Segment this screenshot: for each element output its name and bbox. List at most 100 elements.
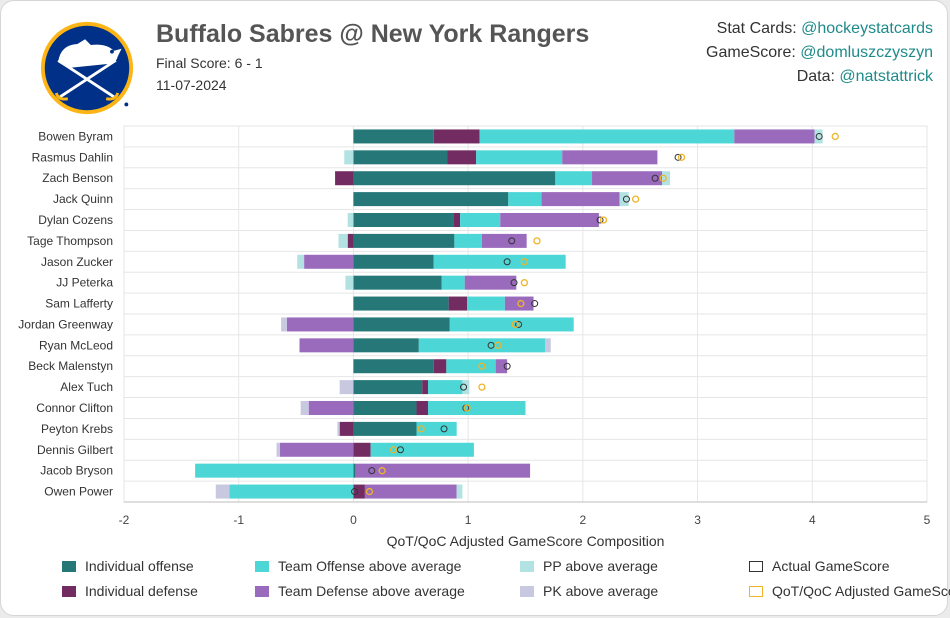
adjusted-gamescore-point (478, 362, 486, 370)
bar-segment-pp (456, 484, 463, 499)
game-title: Buffalo Sabres @ New York Rangers (156, 20, 590, 48)
credit-link[interactable]: @natstattrick (839, 68, 933, 85)
legend-item: Team Defense above average (255, 583, 465, 599)
player-label: Sam Lafferty (45, 297, 113, 311)
legend-swatch (62, 585, 76, 597)
bar-segment-indiv-def (448, 296, 467, 311)
player-label: Dennis Gilbert (37, 443, 114, 457)
actual-gamescore-point (815, 132, 823, 140)
legend-swatch (749, 585, 763, 597)
player-label: Jason Zucker (41, 255, 113, 269)
actual-gamescore-point (460, 383, 468, 391)
adjusted-gamescore-point (520, 279, 529, 287)
actual-gamescore-point (515, 320, 523, 328)
credit-link[interactable]: @hockeystatcards (801, 20, 933, 37)
bar-segment-indiv-def (422, 380, 428, 395)
bar-segment-team-off (466, 296, 505, 311)
bar-segment-pp (338, 233, 348, 248)
bar-segment-team-off (555, 171, 593, 186)
bar-segment-indiv-off (353, 129, 434, 144)
bar-segment-indiv-off (353, 254, 434, 269)
adjusted-gamescore-point (463, 404, 471, 412)
bar-segment-pp (462, 380, 470, 395)
x-tick-label: 0 (350, 513, 357, 527)
adjusted-gamescore-point (365, 487, 374, 496)
player-label: Peyton Krebs (41, 422, 113, 436)
adjusted-gamescore-point (494, 341, 502, 349)
bar-segment-team-def (464, 275, 517, 290)
bar-segment-team-def (308, 401, 354, 415)
actual-gamescore-point (622, 195, 630, 203)
legend-item: Team Offense above average (255, 558, 461, 574)
adjusted-gamescore-point (677, 153, 686, 161)
bar-segment-indiv-off (353, 421, 417, 436)
bar-segment-team-off (454, 233, 482, 248)
bar-segment-pp (344, 150, 354, 165)
player-label: Owen Power (44, 485, 113, 499)
bar-segment-pk (276, 442, 281, 457)
credit-gamescore: GameScore: @domluszczyszyn (706, 44, 933, 61)
bar-segment-indiv-off (353, 359, 434, 374)
bar-segment-pk (300, 401, 309, 415)
bar-segment-team-off (508, 192, 542, 207)
bar-segment-pp (297, 254, 305, 269)
x-tick-label: 1 (465, 513, 472, 527)
x-tick-label: 3 (694, 513, 701, 527)
bar-segment-indiv-off (353, 338, 419, 353)
bar-segment-team-off (370, 442, 474, 457)
bar-segment-indiv-off (353, 463, 356, 478)
adjusted-gamescore-point (599, 216, 608, 224)
player-label: Beck Malenstyn (28, 359, 113, 373)
credit-link[interactable]: @domluszczyszyn (800, 44, 933, 61)
actual-gamescore-point (503, 362, 511, 370)
legend-label: PP above average (543, 558, 658, 574)
legend-item: Individual defense (62, 583, 198, 599)
bar-segment-team-def (280, 442, 354, 457)
actual-gamescore-point (596, 216, 604, 224)
adjusted-gamescore-point (378, 467, 386, 475)
actual-gamescore-point (440, 425, 448, 433)
final-score: Final Score: 6 - 1 (156, 55, 263, 71)
legend-label: Actual GameScore (772, 558, 890, 574)
legend-label: Individual offense (85, 558, 194, 574)
bar-segment-team-off (418, 338, 546, 353)
bar-segment-team-off (446, 359, 496, 374)
legend-label: Team Offense above average (278, 558, 462, 574)
legend-swatch (749, 560, 763, 572)
adjusted-gamescore-point (517, 299, 525, 308)
legend-label: Individual defense (85, 583, 198, 599)
bar-segment-team-def (355, 463, 531, 478)
adjusted-gamescore-point (831, 132, 839, 141)
bar-segment-pp (619, 192, 629, 207)
legend-label: QoT/QoC Adjusted GameScore (772, 583, 950, 599)
bar-segment-indiv-def (433, 359, 447, 374)
bar-segment-pk (215, 484, 230, 499)
legend-label: Team Defense above average (278, 583, 465, 599)
player-label: Rasmus Dahlin (32, 150, 113, 164)
bar-segment-team-def (304, 254, 354, 269)
bar-segment-team-def (364, 484, 457, 499)
legend-item: PK above average (520, 583, 658, 599)
actual-gamescore-point (674, 153, 682, 161)
adjusted-gamescore-point (417, 425, 425, 433)
bar-segment-indiv-off (353, 192, 509, 207)
bar-segment-pp (814, 129, 823, 144)
player-label: Bowen Byram (38, 129, 113, 143)
actual-gamescore-point (487, 341, 495, 349)
x-tick-label: 2 (580, 513, 587, 527)
bar-segment-team-def (500, 213, 599, 227)
bar-segment-team-off (479, 129, 735, 144)
legend-item: Individual offense (62, 558, 194, 574)
legend-item: QoT/QoC Adjusted GameScore (749, 583, 950, 599)
bar-segment-indiv-off (353, 213, 454, 227)
bar-segment-pk (545, 338, 551, 353)
game-date: 11-07-2024 (156, 77, 227, 93)
player-label: Jacob Bryson (40, 464, 113, 478)
actual-gamescore-point (396, 446, 404, 454)
bar-segment-indiv-off (353, 380, 423, 395)
credit-data: Data: @natstattrick (796, 68, 933, 85)
credit-stat-cards: Stat Cards: @hockeystatcards (716, 20, 933, 37)
player-label: Connor Clifton (36, 401, 113, 415)
bar-segment-team-def (299, 338, 354, 353)
actual-gamescore-point (510, 279, 518, 287)
